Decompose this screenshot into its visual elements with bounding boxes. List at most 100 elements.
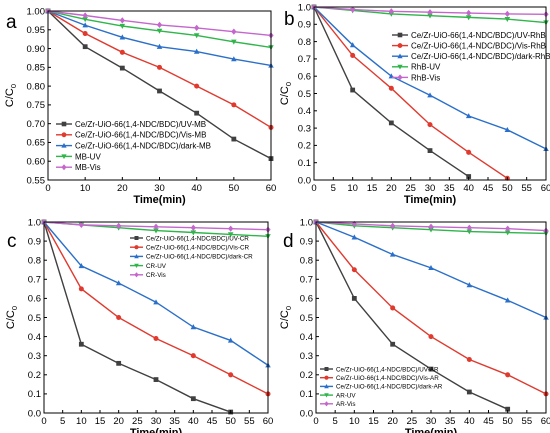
legend-marker — [134, 254, 139, 259]
data-point — [504, 16, 511, 22]
y-tick-label: 0.7 — [28, 275, 41, 286]
legend-label: AR-UV — [336, 392, 356, 399]
data-point — [389, 251, 396, 257]
y-tick-label: 0.60 — [27, 157, 46, 168]
legend-label: AR-Vis — [336, 401, 355, 408]
x-tick-label: 35 — [445, 416, 456, 427]
data-point — [228, 225, 234, 232]
data-point — [231, 102, 237, 108]
legend-marker — [61, 142, 67, 148]
data-point — [153, 299, 159, 305]
data-point — [157, 88, 162, 94]
legend-label: Ce/Zr-UiO-66(1,4-NDC/BDC)/UV-AR — [336, 366, 439, 373]
data-point — [228, 372, 234, 378]
data-point — [428, 227, 434, 233]
x-tick-label: 5 — [60, 416, 65, 427]
data-point — [119, 34, 126, 40]
x-tick-label: 60 — [266, 183, 277, 194]
y-tick-label: 0.0 — [300, 408, 313, 419]
series-line-1 — [315, 221, 508, 410]
y-tick-label: 0.5 — [28, 313, 41, 324]
data-point — [505, 225, 511, 232]
data-point — [78, 341, 84, 347]
legend: Ce/Zr-UiO-66(1,4-NDC/BDC)/UV-MB Ce/Zr-UiO… — [56, 120, 211, 172]
legend-marker — [397, 43, 403, 49]
x-tick-label: 50 — [502, 183, 513, 194]
panel-label: b — [284, 9, 295, 30]
legend-label: Ce/Zr-UiO-66(1,4-NDC/BDC)/UV-CR — [146, 235, 249, 242]
y-tick-label: 0.2 — [298, 141, 311, 152]
y-tick-label: 0.85 — [27, 63, 46, 74]
data-point — [190, 230, 197, 236]
x-tick-label: 25 — [407, 416, 418, 427]
data-point — [116, 360, 122, 366]
data-point — [428, 366, 434, 372]
data-point — [428, 264, 434, 270]
legend-marker — [324, 367, 329, 371]
data-point — [194, 24, 200, 32]
legend-marker — [397, 53, 403, 59]
y-tick-label: 0.9 — [298, 20, 311, 31]
data-point — [427, 13, 433, 19]
legend-marker — [134, 263, 139, 268]
data-point — [82, 22, 88, 28]
x-tick-label: 35 — [444, 183, 455, 194]
legend-marker — [61, 132, 67, 138]
data-point — [504, 230, 511, 236]
x-tick-label: 40 — [191, 183, 202, 194]
x-axis-title: Time(min) — [405, 427, 458, 433]
chart-panel-b: 0 5 10 15 20 25 30 35 40 45 50 55 60 0.0 0.1 0.2 0.3 0.4 0… — [279, 2, 550, 206]
data-point — [351, 267, 357, 273]
data-point — [153, 335, 159, 342]
data-point — [428, 223, 434, 230]
x-tick-label: 0 — [311, 183, 316, 194]
y-tick-label: 0.2 — [300, 370, 313, 381]
legend: Ce/Zr-UiO-66(1,4-NDC/BDC)/UV-CR Ce/Zr-UiO… — [130, 235, 253, 279]
y-tick-label: 0.8 — [28, 256, 41, 267]
y-tick-label: 1.0 — [300, 217, 313, 228]
y-tick-label: 1.0 — [28, 217, 41, 228]
x-tick-label: 25 — [132, 416, 143, 427]
data-point — [351, 296, 357, 301]
data-point — [504, 297, 511, 303]
panel-label: d — [283, 231, 294, 252]
x-tick-label: 30 — [425, 183, 436, 194]
legend-marker — [397, 74, 403, 81]
y-axis-title: C/C0 — [279, 82, 293, 105]
legend-label: MB-Vis — [75, 163, 101, 172]
chart-panel-d: 0 5 10 15 20 25 30 35 40 45 50 55 60 0.0 0.1 0.2 0.3 0.4 0… — [279, 217, 550, 433]
x-tick-label: 20 — [386, 183, 397, 194]
y-tick-label: 0.65 — [27, 138, 46, 149]
data-point — [190, 324, 197, 330]
x-tick-label: 40 — [463, 183, 474, 194]
data-point — [153, 377, 159, 382]
data-point — [82, 44, 88, 50]
data-point — [505, 406, 511, 412]
y-tick-label: 0.0 — [28, 408, 41, 419]
x-tick-label: 15 — [95, 416, 106, 427]
data-point — [427, 122, 433, 128]
legend-label: Ce/Zr-UiO-66(1,4-NDC/BDC)/Vis-CR — [146, 244, 250, 251]
y-axis-title: C/C0 — [279, 306, 293, 329]
data-point — [78, 263, 85, 269]
data-point — [82, 31, 88, 37]
y-tick-label: 0.3 — [298, 123, 311, 134]
legend-label: RhB-UV — [411, 63, 441, 72]
data-point — [427, 148, 433, 153]
legend: Ce/Zr-UiO-66(1,4-NDC/BDC)/UV-RhBCe/Zr-Ui… — [392, 31, 550, 82]
x-axis-title: Time(min) — [130, 427, 183, 433]
x-tick-label: 20 — [113, 416, 124, 427]
data-point — [427, 92, 433, 98]
data-point — [504, 126, 511, 132]
data-point — [390, 341, 396, 347]
x-tick-label: 15 — [368, 416, 379, 427]
panel-label: c — [7, 231, 17, 252]
data-point — [116, 222, 122, 229]
legend-marker — [61, 164, 67, 171]
data-point — [153, 228, 159, 234]
x-tick-label: 40 — [188, 416, 199, 427]
x-tick-label: 10 — [349, 416, 360, 427]
data-point — [428, 334, 434, 340]
data-point — [466, 357, 472, 363]
data-point — [227, 232, 234, 238]
